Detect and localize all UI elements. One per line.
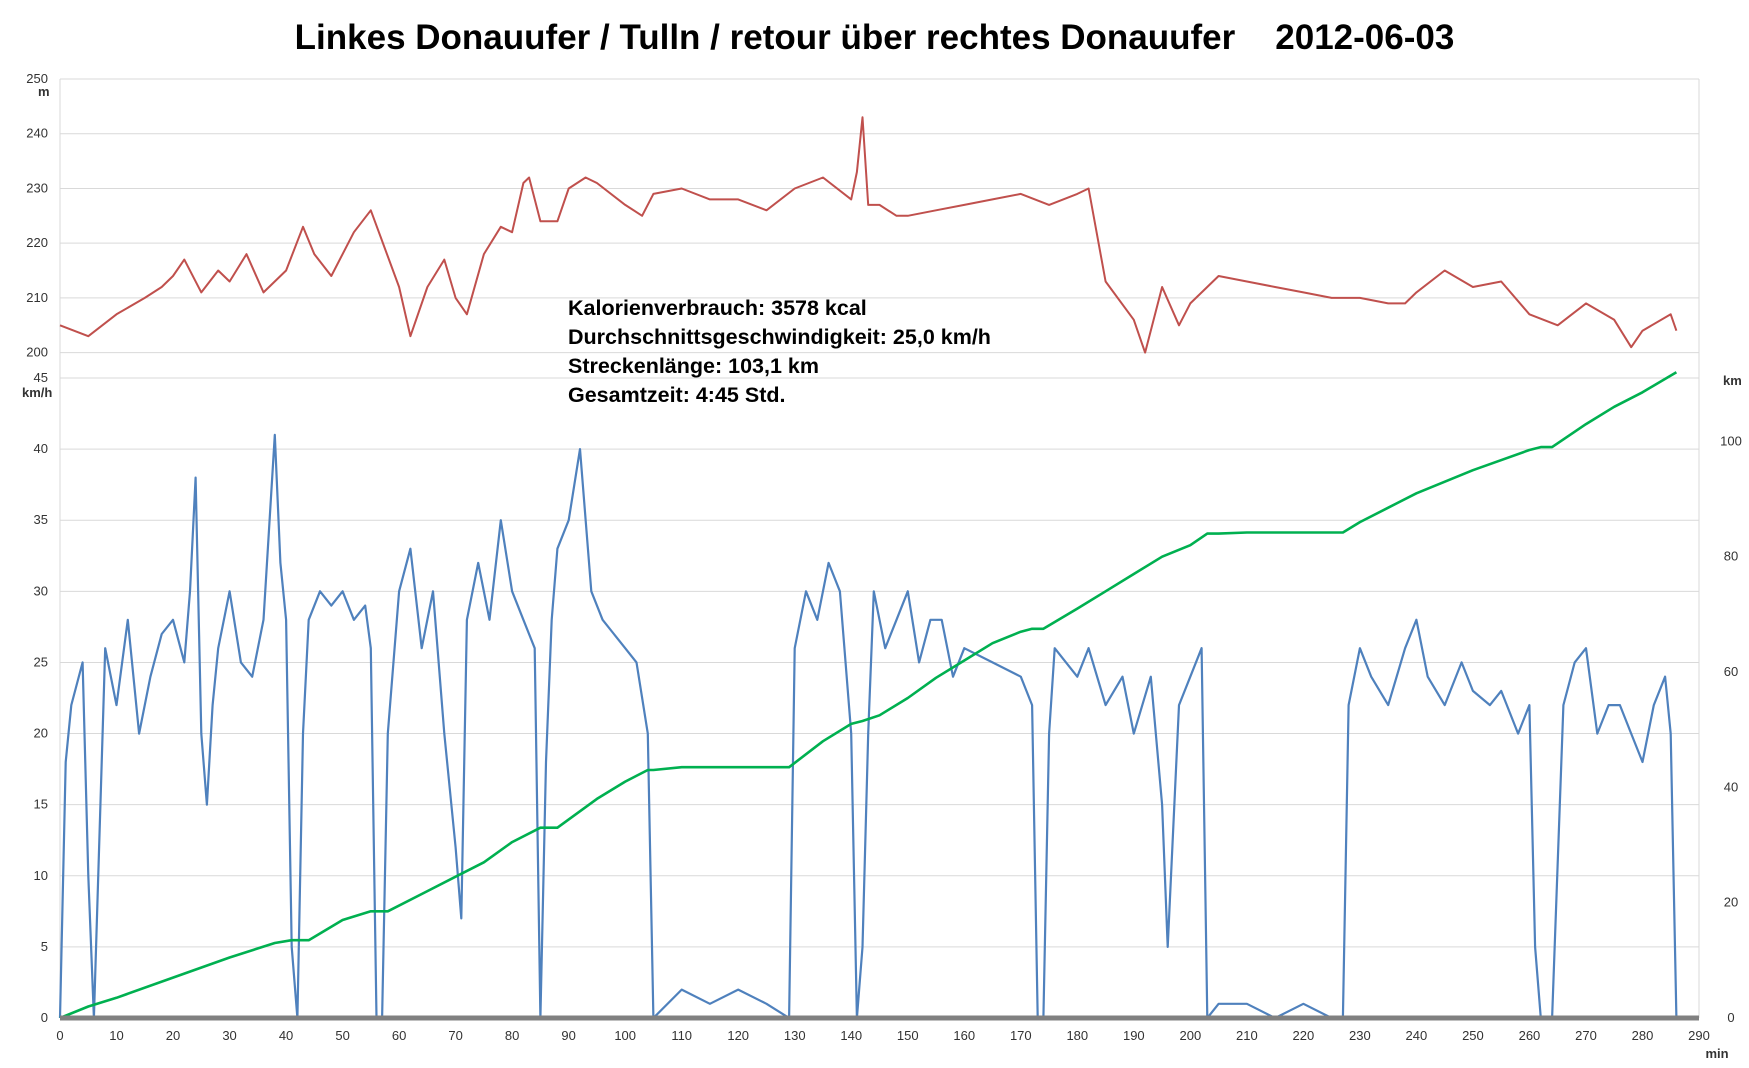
speed-unit-label: km/h <box>22 385 52 400</box>
x-tick-label: 160 <box>953 1028 975 1043</box>
distance-tick-label: 40 <box>1724 779 1738 794</box>
x-tick-label: 50 <box>335 1028 349 1043</box>
x-tick-label: 120 <box>727 1028 749 1043</box>
x-tick-label: 280 <box>1632 1028 1654 1043</box>
x-tick-label: 240 <box>1406 1028 1428 1043</box>
elevation-tick-label: 250 <box>26 71 48 86</box>
elevation-tick-label: 240 <box>26 126 48 141</box>
avg-speed-text: Durchschnittsgeschwindigkeit: 25,0 km/h <box>568 325 991 349</box>
x-tick-label: 260 <box>1519 1028 1541 1043</box>
x-tick-label: 150 <box>897 1028 919 1043</box>
x-tick-label: 140 <box>840 1028 862 1043</box>
title-text: Linkes Donauufer / Tulln / retour über r… <box>294 18 1236 57</box>
speed-tick-label: 35 <box>34 512 48 527</box>
distance-tick-label: 60 <box>1724 664 1738 679</box>
x-tick-label: 0 <box>56 1028 63 1043</box>
total-time-text: Gesamtzeit: 4:45 Std. <box>568 383 786 407</box>
x-tick-label: 110 <box>671 1028 692 1043</box>
x-tick-label: 210 <box>1236 1028 1258 1043</box>
chart-title: Linkes Donauufer / Tulln / retour über r… <box>0 18 1749 58</box>
speed-tick-label: 40 <box>34 441 48 456</box>
distance-line <box>59 371 1678 1020</box>
distance-tick-label: 100 <box>1720 433 1742 448</box>
speed-tick-label: 5 <box>41 939 48 954</box>
elevation-tick-label: 220 <box>26 235 48 250</box>
x-tick-label: 130 <box>784 1028 806 1043</box>
x-tick-label: 10 <box>109 1028 123 1043</box>
distance-text: Streckenlänge: 103,1 km <box>568 354 819 378</box>
speed-tick-label: 20 <box>34 726 48 741</box>
distance-tick-label: 80 <box>1724 549 1738 564</box>
speed-tick-label: 0 <box>41 1010 48 1025</box>
x-tick-label: 30 <box>222 1028 236 1043</box>
x-tick-label: 170 <box>1010 1028 1032 1043</box>
elevation-tick-label: 210 <box>26 290 48 305</box>
elevation-line <box>59 116 1678 354</box>
speed-tick-label: 30 <box>34 583 48 598</box>
distance-unit-label: km <box>1723 373 1742 388</box>
distance-tick-label: 0 <box>1727 1010 1734 1025</box>
x-tick-label: 290 <box>1688 1028 1710 1043</box>
x-tick-label: 180 <box>1066 1028 1088 1043</box>
title-date: 2012-06-03 <box>1275 18 1455 57</box>
x-tick-label: 80 <box>505 1028 519 1043</box>
x-tick-label: 60 <box>392 1028 406 1043</box>
x-tick-label: 220 <box>1293 1028 1315 1043</box>
distance-tick-label: 20 <box>1724 895 1738 910</box>
speed-tick-label: 15 <box>34 797 48 812</box>
x-tick-label: 200 <box>1179 1028 1201 1043</box>
speed-tick-label: 45 <box>34 370 48 385</box>
x-tick-label: 90 <box>561 1028 575 1043</box>
x-tick-label: 70 <box>448 1028 462 1043</box>
speed-tick-label: 10 <box>34 868 48 883</box>
x-tick-label: 250 <box>1462 1028 1484 1043</box>
x-tick-label: 270 <box>1575 1028 1597 1043</box>
speed-tick-label: 25 <box>34 654 48 669</box>
ride-summary: Kalorienverbrauch: 3578 kcal Durchschnit… <box>568 294 991 410</box>
x-tick-label: 230 <box>1349 1028 1371 1043</box>
x-tick-label: 100 <box>614 1028 636 1043</box>
elevation-unit-label: m <box>38 84 50 99</box>
speed-line <box>58 433 1678 1020</box>
x-tick-label: 190 <box>1123 1028 1145 1043</box>
x-tick-label: 40 <box>279 1028 293 1043</box>
calories-text: Kalorienverbrauch: 3578 kcal <box>568 296 867 320</box>
x-axis-label: min <box>1705 1046 1728 1061</box>
elevation-tick-label: 200 <box>26 345 48 360</box>
elevation-tick-label: 230 <box>26 180 48 195</box>
x-tick-label: 20 <box>166 1028 180 1043</box>
